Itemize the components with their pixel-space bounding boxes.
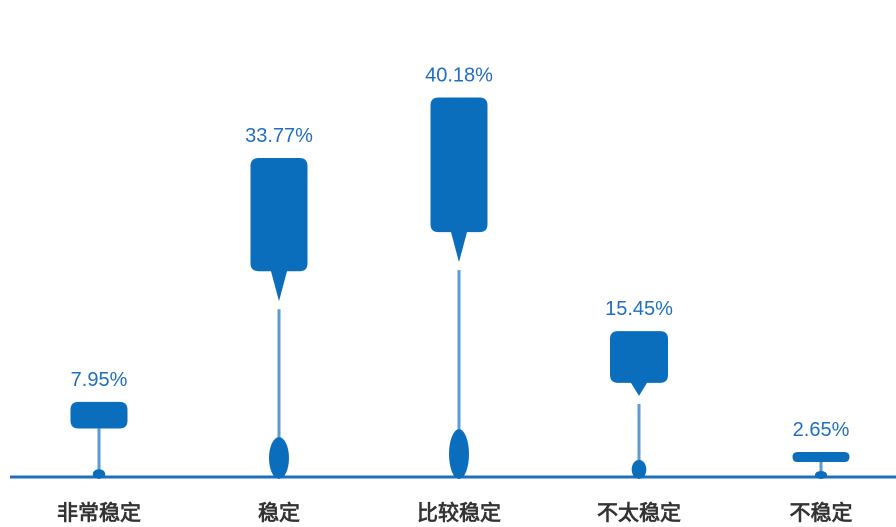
bar-base-4 [631, 459, 647, 479]
category-label-1: 非常稳定 [57, 501, 141, 525]
data-label-5: 2.65% [793, 419, 850, 441]
bar-head-2 [250, 158, 308, 302]
category-label-2: 稳定 [258, 501, 300, 525]
category-label-5: 不稳定 [790, 501, 853, 525]
bar-base-2 [269, 437, 289, 479]
data-label-4: 15.45% [605, 298, 673, 320]
data-label-1: 7.95% [71, 369, 128, 391]
bar-head-4 [610, 331, 668, 396]
data-label-2: 33.77% [245, 125, 313, 147]
bar-base-5 [815, 471, 827, 479]
bar-head-1 [70, 401, 128, 429]
bar-head-3 [430, 97, 488, 263]
category-label-4: 不太稳定 [597, 501, 681, 525]
bar-head-5 [792, 451, 850, 462]
data-label-3: 40.18% [425, 65, 493, 87]
category-label-3: 比较稳定 [417, 501, 501, 525]
bar-base-1 [92, 469, 106, 480]
bar-base-3 [449, 429, 469, 480]
